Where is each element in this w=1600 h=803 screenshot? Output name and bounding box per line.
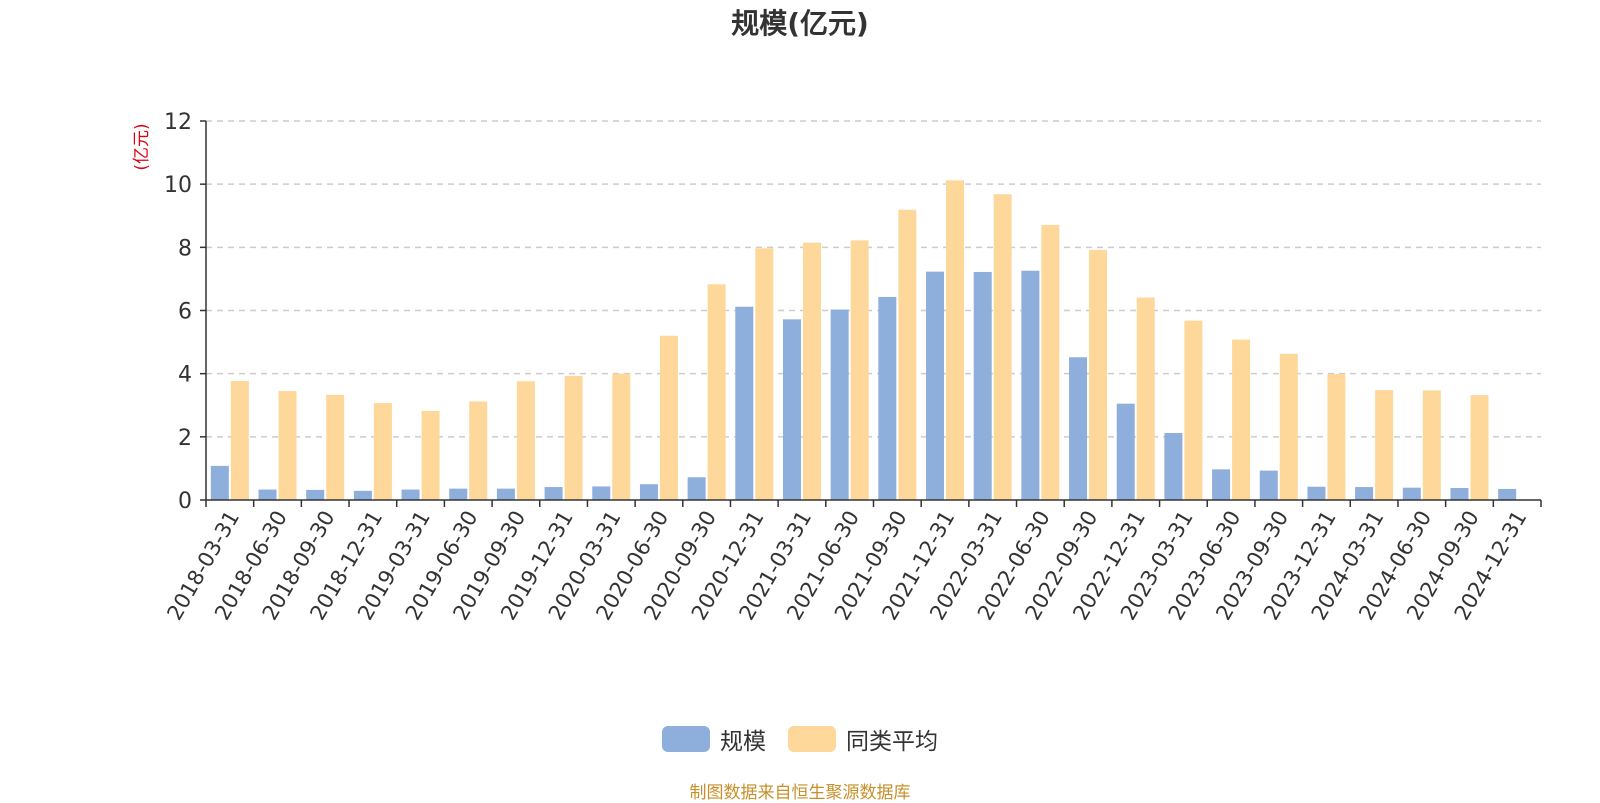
chart-title: 规模(亿元) bbox=[731, 7, 869, 40]
bar-peer-average bbox=[516, 381, 535, 500]
bar-peer-average bbox=[755, 248, 774, 500]
bar-scale bbox=[449, 488, 468, 500]
bar-scale bbox=[1164, 433, 1183, 500]
bar-scale bbox=[735, 306, 754, 500]
bar-peer-average bbox=[659, 335, 678, 500]
bar-peer-average bbox=[373, 403, 392, 500]
bar-scale bbox=[1116, 403, 1135, 500]
legend: 规模 同类平均 bbox=[0, 722, 1600, 756]
bar-peer-average bbox=[1089, 249, 1108, 500]
bar-scale bbox=[687, 477, 706, 500]
bar-peer-average bbox=[946, 180, 965, 501]
y-tick-label: 12 bbox=[164, 110, 192, 135]
bar-peer-average bbox=[230, 380, 249, 500]
legend-swatch-scale bbox=[662, 726, 710, 752]
bar-scale bbox=[1402, 487, 1421, 500]
bar-scale bbox=[830, 309, 849, 500]
bar-peer-average bbox=[421, 410, 440, 500]
y-tick-label: 6 bbox=[178, 300, 192, 325]
bar-peer-average bbox=[1041, 224, 1060, 500]
bar-scale bbox=[1450, 487, 1469, 500]
bar-scale bbox=[782, 319, 801, 500]
bar-peer-average bbox=[1470, 395, 1489, 500]
bar-scale bbox=[210, 465, 229, 500]
bar-peer-average bbox=[1375, 390, 1394, 500]
bar-scale bbox=[1212, 469, 1231, 500]
bar-scale bbox=[496, 488, 515, 500]
bar-peer-average bbox=[469, 401, 488, 500]
bar-scale bbox=[353, 490, 372, 500]
bar-peer-average bbox=[1279, 353, 1298, 500]
bar-scale bbox=[258, 489, 277, 500]
bar-peer-average bbox=[1136, 297, 1155, 500]
bar-scale bbox=[1021, 270, 1040, 500]
bar-peer-average bbox=[1232, 339, 1251, 500]
bars bbox=[210, 180, 1517, 501]
bar-scale bbox=[639, 484, 658, 500]
bar-scale bbox=[926, 271, 945, 500]
bar-peer-average bbox=[1327, 373, 1346, 500]
y-axis-label: (亿元) bbox=[132, 123, 152, 170]
bar-peer-average bbox=[707, 284, 726, 500]
y-tick-label: 2 bbox=[178, 426, 192, 451]
bar-scale bbox=[878, 296, 897, 500]
bar-peer-average bbox=[850, 240, 869, 500]
bar-scale bbox=[1355, 487, 1374, 500]
bar-peer-average bbox=[326, 394, 345, 500]
y-tick-label: 10 bbox=[164, 173, 192, 198]
bar-scale bbox=[1069, 357, 1088, 500]
bar-peer-average bbox=[564, 375, 583, 500]
legend-swatch-peer-average bbox=[788, 726, 836, 752]
legend-item-peer-average[interactable]: 同类平均 bbox=[788, 722, 938, 756]
bar-scale bbox=[592, 486, 611, 500]
bar-scale bbox=[973, 271, 992, 500]
bar-peer-average bbox=[993, 194, 1012, 501]
bar-scale bbox=[1307, 486, 1326, 500]
bar-peer-average bbox=[898, 209, 917, 501]
bar-peer-average bbox=[802, 242, 821, 501]
y-tick-label: 0 bbox=[178, 489, 192, 514]
bar-peer-average bbox=[1422, 390, 1441, 500]
bar-peer-average bbox=[278, 391, 297, 500]
bar-scale bbox=[1259, 470, 1278, 500]
legend-item-scale[interactable]: 规模 bbox=[662, 722, 766, 756]
y-tick-label: 4 bbox=[178, 363, 192, 388]
bar-scale bbox=[401, 489, 420, 500]
bar-peer-average bbox=[612, 373, 631, 500]
bar-scale bbox=[306, 489, 325, 500]
legend-label-scale: 规模 bbox=[720, 729, 766, 755]
source-note: 制图数据来自恒生聚源数据库 bbox=[689, 783, 911, 803]
bar-peer-average bbox=[1184, 320, 1203, 500]
legend-label-peer-average: 同类平均 bbox=[846, 729, 938, 755]
y-tick-label: 8 bbox=[178, 236, 192, 261]
bar-scale bbox=[1498, 488, 1517, 500]
bar-scale bbox=[544, 487, 563, 500]
